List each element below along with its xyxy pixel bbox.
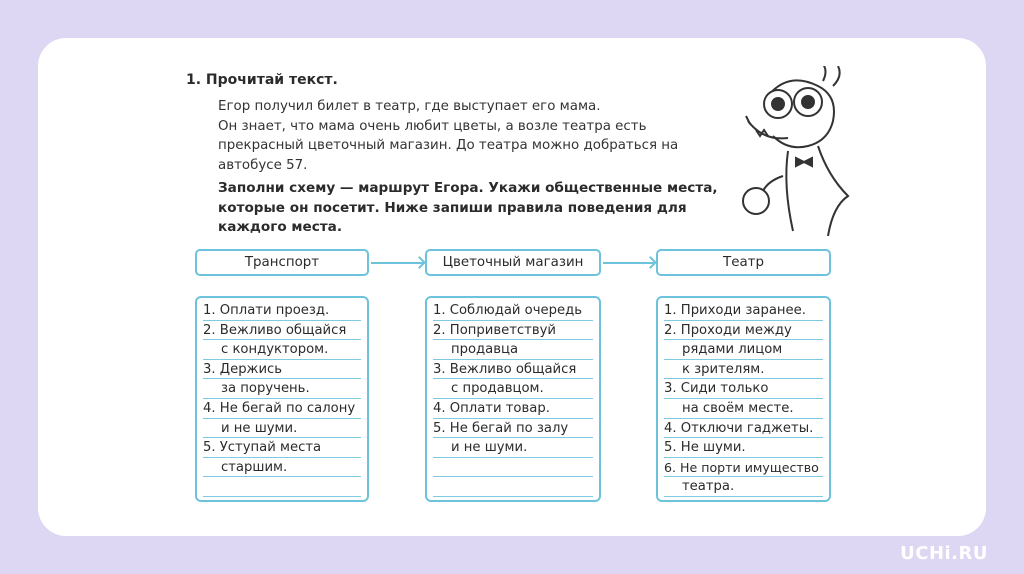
rule-line: рядами лицом (664, 340, 823, 360)
instruction-line: каждого места. (218, 219, 343, 235)
rule-line: 1. Соблюдай очередь (433, 301, 593, 321)
rule-line: 4. Не бегай по салону (203, 399, 361, 419)
rule-line: и не шуми. (203, 419, 361, 439)
rule-line: и не шуми. (433, 438, 593, 458)
scheme-header-transport: Транспорт (195, 249, 369, 276)
rule-line: 3. Вежливо общайся (433, 360, 593, 380)
rule-line: продавца (433, 340, 593, 360)
rule-line: 5. Не бегай по залу (433, 419, 593, 439)
rule-line (203, 477, 361, 497)
text-line: автобусе 57. (218, 157, 308, 173)
text-line: прекрасный цветочный магазин. До театра … (218, 138, 679, 153)
rule-line: 3. Сиди только (664, 379, 823, 399)
task-text: Егор получил билет в театр, где выступае… (218, 97, 698, 175)
task-title: 1. Прочитай текст. (186, 72, 338, 88)
instruction-line: которые он посетит. Ниже запиши правила … (218, 199, 687, 216)
uchi-ru-logo: UCHi.RU (900, 543, 988, 564)
rule-line: 4. Отключи гаджеты. (664, 419, 823, 439)
rule-line: за поручень. (203, 379, 361, 399)
scheme-header-theatre: Театр (656, 249, 831, 276)
rule-line: 2. Проходи между (664, 321, 823, 341)
rules-box-theatre: 1. Приходи заранее. 2. Проходи между ряд… (656, 296, 831, 502)
rule-line (433, 458, 593, 478)
rule-line: с продавцом. (433, 379, 593, 399)
rule-line: театра. (664, 477, 823, 497)
rule-line: 6. Не порти имущество (664, 458, 823, 478)
rule-line: к зрителям. (664, 360, 823, 380)
rule-line: 2. Вежливо общайся (203, 321, 361, 341)
rule-line: на своём месте. (664, 399, 823, 419)
rule-line: 5. Не шуми. (664, 438, 823, 458)
instruction-line: Заполни схему — маршрут Егора. Укажи общ… (218, 180, 718, 196)
rule-line (433, 477, 593, 497)
text-line: Егор получил билет в театр, где выступае… (218, 99, 601, 114)
rules-box-flower-shop: 1. Соблюдай очередь 2. Поприветствуй про… (425, 296, 601, 502)
dinosaur-mascot-illustration (742, 66, 850, 237)
task-instruction: Заполни схему — маршрут Егора. Укажи общ… (218, 179, 718, 238)
rules-box-transport: 1. Оплати проезд. 2. Вежливо общайся с к… (195, 296, 369, 502)
rule-line: 2. Поприветствуй (433, 321, 593, 341)
rule-line: с кондуктором. (203, 340, 361, 360)
arrow-icon (371, 262, 423, 264)
rule-line: старшим. (203, 458, 361, 478)
rule-line: 5. Уступай места (203, 438, 361, 458)
scheme-header-flower-shop: Цветочный магазин (425, 249, 601, 276)
rule-line: 3. Держись (203, 360, 361, 380)
rule-line: 1. Приходи заранее. (664, 301, 823, 321)
arrow-icon (603, 262, 654, 264)
rule-line: 1. Оплати проезд. (203, 301, 361, 321)
text-line: Он знает, что мама очень любит цветы, а … (218, 118, 647, 134)
rule-line: 4. Оплати товар. (433, 399, 593, 419)
